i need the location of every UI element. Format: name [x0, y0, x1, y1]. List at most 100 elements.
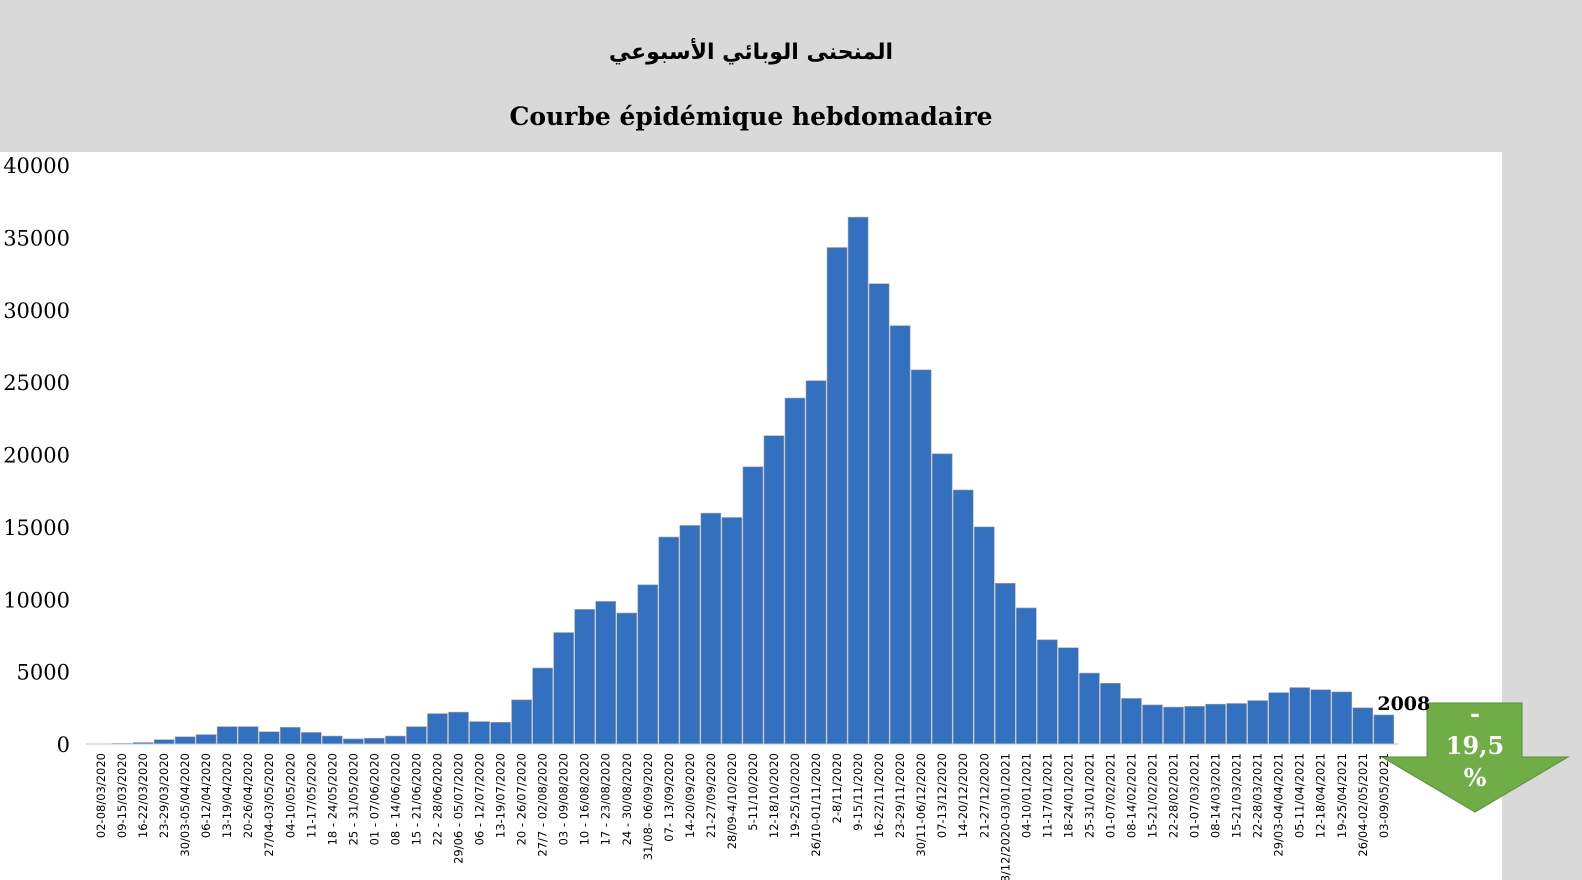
- y-tick-label: 15000: [3, 516, 70, 540]
- bar: [322, 735, 343, 745]
- bar: [1058, 647, 1079, 745]
- y-tick-label: 25000: [3, 371, 70, 395]
- bar: [1163, 706, 1184, 745]
- bar: [511, 699, 532, 745]
- bar: [868, 283, 890, 745]
- bar: [742, 466, 764, 745]
- bar: [532, 667, 553, 745]
- x-tick-label: 16-22/11/2020: [872, 753, 886, 838]
- x-tick-label: 25 - 31/05/2020: [346, 753, 360, 845]
- bar: [343, 738, 364, 745]
- x-tick-label: 30/03-05/04/2020: [178, 753, 192, 857]
- bar: [637, 584, 659, 745]
- x-tick-label: 04-10/01/2021: [1019, 753, 1033, 838]
- bar: [1142, 704, 1163, 745]
- x-tick-label: 18-24/01/2021: [1061, 753, 1075, 838]
- x-tick-label: 19-25/04/2021: [1335, 753, 1349, 838]
- bar: [1184, 706, 1205, 745]
- bar: [973, 526, 995, 745]
- bar: [1331, 691, 1353, 745]
- bar: [1079, 672, 1100, 745]
- bar: [889, 325, 911, 745]
- down-arrow-icon: [1380, 702, 1570, 813]
- y-tick-label: 20000: [3, 444, 70, 468]
- bar: [279, 727, 301, 745]
- y-tick-label: 10000: [3, 588, 70, 612]
- chart-title-arabic: المنحنى الوبائي الأسبوعي: [608, 40, 894, 65]
- x-tick-label: 01 - 07/06/2020: [367, 753, 381, 845]
- bar: [1037, 639, 1058, 745]
- bar: [1100, 682, 1121, 745]
- x-tick-label: 18 - 24/05/2020: [325, 753, 339, 845]
- bar: [258, 731, 280, 745]
- x-tick-label: 14-20/09/2020: [683, 753, 697, 838]
- bar: [385, 735, 406, 745]
- x-tick-label: 07-13/12/2020: [935, 753, 949, 838]
- x-tick-label: 22-28/03/2021: [1251, 753, 1265, 838]
- x-tick-label: 20 - 26/07/2020: [515, 753, 529, 845]
- x-tick-label: 10 - 16/08/2020: [578, 753, 592, 845]
- bar: [910, 369, 932, 745]
- bars: [90, 216, 1395, 745]
- bar: [300, 732, 322, 745]
- y-tick-label: 5000: [17, 661, 70, 685]
- bar: [195, 734, 217, 745]
- bar: [237, 726, 259, 745]
- x-tick-label: 29/06 - 05/07/2020: [452, 753, 466, 864]
- x-tick-label: 13-19/07/2020: [494, 753, 508, 838]
- bar: [1247, 700, 1268, 745]
- x-tick-label: 27/7 - 02/08/2020: [536, 753, 550, 857]
- decrease-arrow-indicator: - 19,5 %: [1380, 699, 1570, 813]
- bar: [553, 632, 574, 745]
- bar: [952, 489, 974, 745]
- bar: [364, 737, 385, 745]
- bar: [1373, 714, 1395, 745]
- x-tick-label: 08-14/02/2021: [1124, 753, 1138, 838]
- bar: [448, 711, 469, 745]
- bar: [1016, 607, 1037, 745]
- bar: [1310, 689, 1332, 745]
- change-label-sign: -: [1470, 699, 1480, 728]
- x-tick-label: 31/08- 06/09/2020: [641, 753, 655, 860]
- bar: [1268, 692, 1289, 745]
- x-tick-label: 24 - 30/08/2020: [620, 753, 634, 845]
- y-tick-label: 30000: [3, 299, 70, 323]
- x-tick-label: 22-28/02/2021: [1167, 753, 1181, 838]
- y-tick-label: 40000: [3, 154, 70, 178]
- bar: [721, 517, 743, 745]
- chart-title-french: Courbe épidémique hebdomadaire: [509, 102, 993, 131]
- x-tick-label: 02-08/03/2020: [94, 753, 108, 838]
- x-tick-label: 12-18/04/2021: [1314, 753, 1328, 838]
- x-tick-label: 14-20/12/2020: [956, 753, 970, 838]
- y-tick-label: 0: [57, 733, 70, 757]
- bar: [153, 739, 175, 745]
- x-tick-label: 12-18/10/2020: [767, 753, 781, 838]
- bar: [784, 397, 806, 745]
- x-tick-label: 23-29/11/2020: [893, 753, 907, 838]
- x-tick-label: 23-29/03/2020: [157, 753, 171, 838]
- bar: [1289, 687, 1311, 745]
- x-tick-label: 29/03-04/04/2021: [1272, 753, 1286, 857]
- x-tick-label: 08 - 14/06/2020: [388, 753, 402, 845]
- y-axis: 0 5000 10000 15000 20000 25000 30000 35000 40000: [3, 154, 70, 757]
- x-tick-label: 17 - 23/08/2020: [599, 753, 613, 845]
- change-label-value: 19,5: [1446, 731, 1504, 760]
- x-tick-label: 03 - 09/08/2020: [557, 753, 571, 845]
- bar: [1352, 707, 1374, 745]
- x-tick-label: 09-15/03/2020: [115, 753, 129, 838]
- bar: [700, 512, 722, 745]
- x-tick-label: 2-8/11/2020: [830, 753, 844, 823]
- change-label-unit: %: [1464, 763, 1487, 792]
- x-tick-label: 28/12/2020-03/01/2021: [998, 753, 1012, 880]
- x-tick-label: 06 - 12/07/2020: [473, 753, 487, 845]
- bar: [1121, 698, 1142, 745]
- x-tick-label: 07- 13/09/2020: [662, 753, 676, 842]
- bar: [763, 435, 785, 745]
- x-tick-label: 20-26/04/2020: [241, 753, 255, 838]
- bar: [490, 721, 511, 745]
- x-tick-label: 13-19/04/2020: [220, 753, 234, 838]
- x-tick-label: 05-11/04/2021: [1293, 753, 1307, 838]
- bar: [216, 726, 238, 745]
- x-axis: 02-08/03/2020 09-15/03/2020 16-22/03/2020 2…: [94, 753, 1391, 880]
